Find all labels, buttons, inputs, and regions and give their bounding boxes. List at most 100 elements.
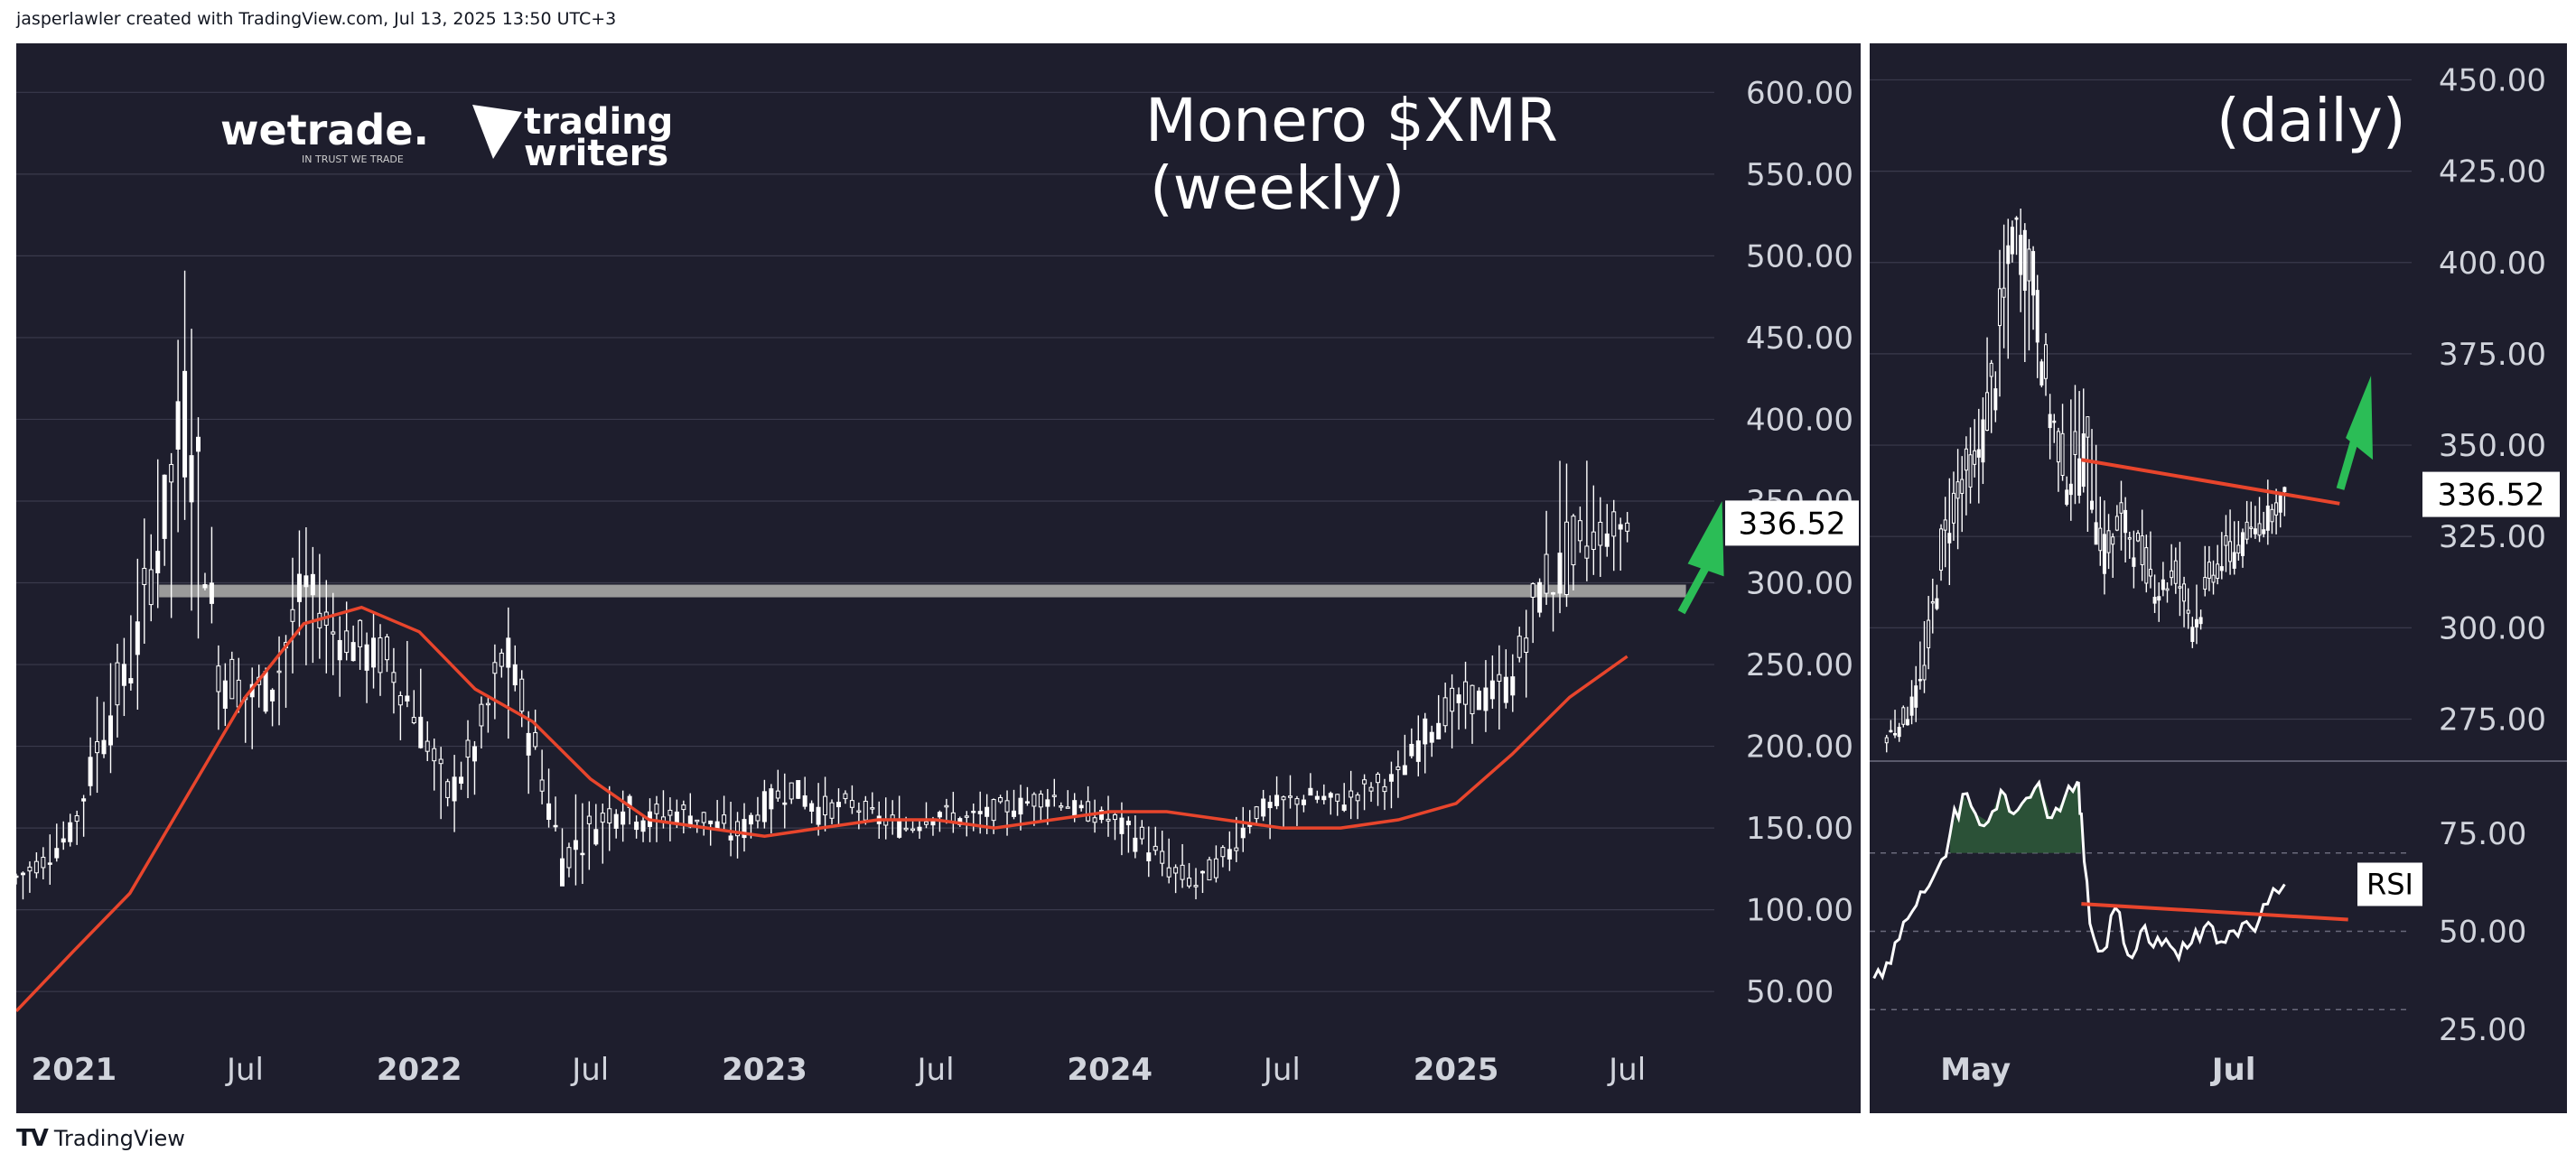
- last-price-label: 336.52: [2438, 478, 2545, 514]
- candle-body: [378, 637, 383, 674]
- candle-body: [425, 740, 430, 752]
- candle-body: [2157, 596, 2161, 601]
- y-tick-label: 250.00: [1746, 647, 1853, 683]
- wetrade-tagline: IN TRUST WE TRADE: [302, 153, 404, 165]
- candle-body: [2098, 527, 2103, 552]
- y-tick-label: 200.00: [1746, 730, 1853, 766]
- y-tick-label: 50.00: [1746, 974, 1834, 1010]
- candle-body: [1935, 598, 1939, 609]
- candle-body: [229, 658, 235, 700]
- candle-body: [1395, 766, 1401, 770]
- candle-body: [1301, 799, 1306, 805]
- candle-body: [331, 631, 336, 635]
- candle-body: [296, 573, 302, 602]
- bullish-arrow-shaft: [1677, 565, 1710, 615]
- candle-body: [384, 636, 389, 661]
- candle-body: [640, 820, 646, 832]
- rsi-y-tick-label: 75.00: [2439, 816, 2526, 852]
- candle-body: [418, 716, 424, 748]
- candle-body: [1557, 553, 1563, 594]
- candle-body: [1985, 392, 1990, 432]
- moving-average-line: [16, 605, 1629, 1013]
- candle-body: [142, 568, 147, 585]
- candle-body: [1993, 388, 1998, 411]
- candle-body: [459, 776, 464, 784]
- candle-body: [270, 689, 275, 702]
- candle-body: [580, 852, 585, 856]
- trading-writers-logo-icon: [472, 105, 522, 159]
- candle-body: [1207, 859, 1212, 881]
- candle-body: [1409, 743, 1414, 757]
- x-tick-label: Jul: [916, 1052, 955, 1088]
- candle-body: [1530, 583, 1535, 598]
- candle-body: [2207, 562, 2211, 579]
- support-level-band: [159, 584, 1686, 598]
- candle-body: [2178, 586, 2182, 589]
- candle-body: [2114, 516, 2119, 531]
- candle-body: [835, 802, 841, 808]
- candle-body: [2068, 483, 2073, 496]
- candle-body: [1476, 690, 1481, 711]
- trading-writers-logo-line1: trading: [524, 101, 673, 143]
- candle-body: [1133, 837, 1138, 852]
- candle-body: [533, 731, 538, 748]
- candle-body: [1611, 511, 1617, 537]
- candle-body: [1119, 817, 1125, 834]
- candle-body: [701, 812, 706, 823]
- x-tick-label: Jul: [1262, 1052, 1301, 1088]
- rsi-badge: [2357, 862, 2422, 906]
- y-tick-label: 450.00: [2439, 62, 2546, 98]
- candle-body: [910, 828, 916, 832]
- candle-body: [714, 821, 720, 829]
- candle-body: [33, 860, 39, 874]
- daily-chart-svg[interactable]: 275.00 300.00 325.00 350.00 375.00 400.00 425.…: [1870, 43, 2567, 1113]
- weekly-chart-svg[interactable]: 50.00100.00150.00200.00250.00300.00350.0…: [16, 43, 1861, 1113]
- candle-body: [1551, 592, 1556, 595]
- candle-body: [1524, 637, 1529, 653]
- candle-body: [1261, 798, 1266, 817]
- candle-body: [1930, 600, 1935, 604]
- candle-body: [1884, 737, 1889, 744]
- x-tick-label: Jul: [570, 1052, 609, 1088]
- candle-body: [1893, 732, 1898, 736]
- candle-body: [471, 746, 477, 762]
- candle-body: [1503, 676, 1508, 703]
- candle-body: [1973, 450, 1977, 465]
- candle-body: [2073, 431, 2077, 455]
- candle-body: [2228, 541, 2233, 562]
- candle-body: [2048, 414, 2052, 429]
- candle-body: [761, 791, 767, 822]
- candle-body: [573, 840, 578, 850]
- candle-body: [1281, 796, 1286, 801]
- candle-body: [1065, 806, 1070, 809]
- x-tick-label: 2024: [1067, 1052, 1153, 1088]
- candle-body: [452, 776, 457, 802]
- candle-body: [2240, 532, 2245, 556]
- candle-body: [1072, 800, 1078, 816]
- candle-body: [1051, 795, 1057, 797]
- daily-chart-panel[interactable]: 275.00 300.00 325.00 350.00 375.00 400.00 425.…: [1870, 43, 2567, 1113]
- x-tick-label: 2023: [722, 1052, 807, 1088]
- candle-body: [2006, 245, 2011, 265]
- candle-body: [2077, 458, 2082, 497]
- candle-body: [2186, 609, 2190, 614]
- candle-body: [769, 788, 774, 810]
- candle-body: [290, 609, 295, 622]
- candle-body: [1180, 864, 1185, 880]
- candle-body: [944, 804, 949, 808]
- candle-body: [1989, 362, 1993, 377]
- candle-body: [742, 819, 747, 839]
- candle-body: [61, 838, 66, 843]
- candle-body: [755, 814, 761, 822]
- y-tick-label: 300.00: [1746, 566, 1853, 602]
- candle-body: [506, 637, 511, 668]
- candle-body: [1059, 805, 1064, 808]
- candle-body: [1173, 867, 1179, 874]
- candle-body: [155, 551, 161, 573]
- candle-body: [971, 811, 976, 813]
- weekly-chart-panel[interactable]: 50.00100.00150.00200.00250.00300.00350.0…: [16, 43, 1861, 1113]
- candle-body: [870, 807, 875, 810]
- candle-body: [1355, 795, 1360, 802]
- candle-body: [991, 799, 996, 822]
- candle-body: [613, 813, 619, 829]
